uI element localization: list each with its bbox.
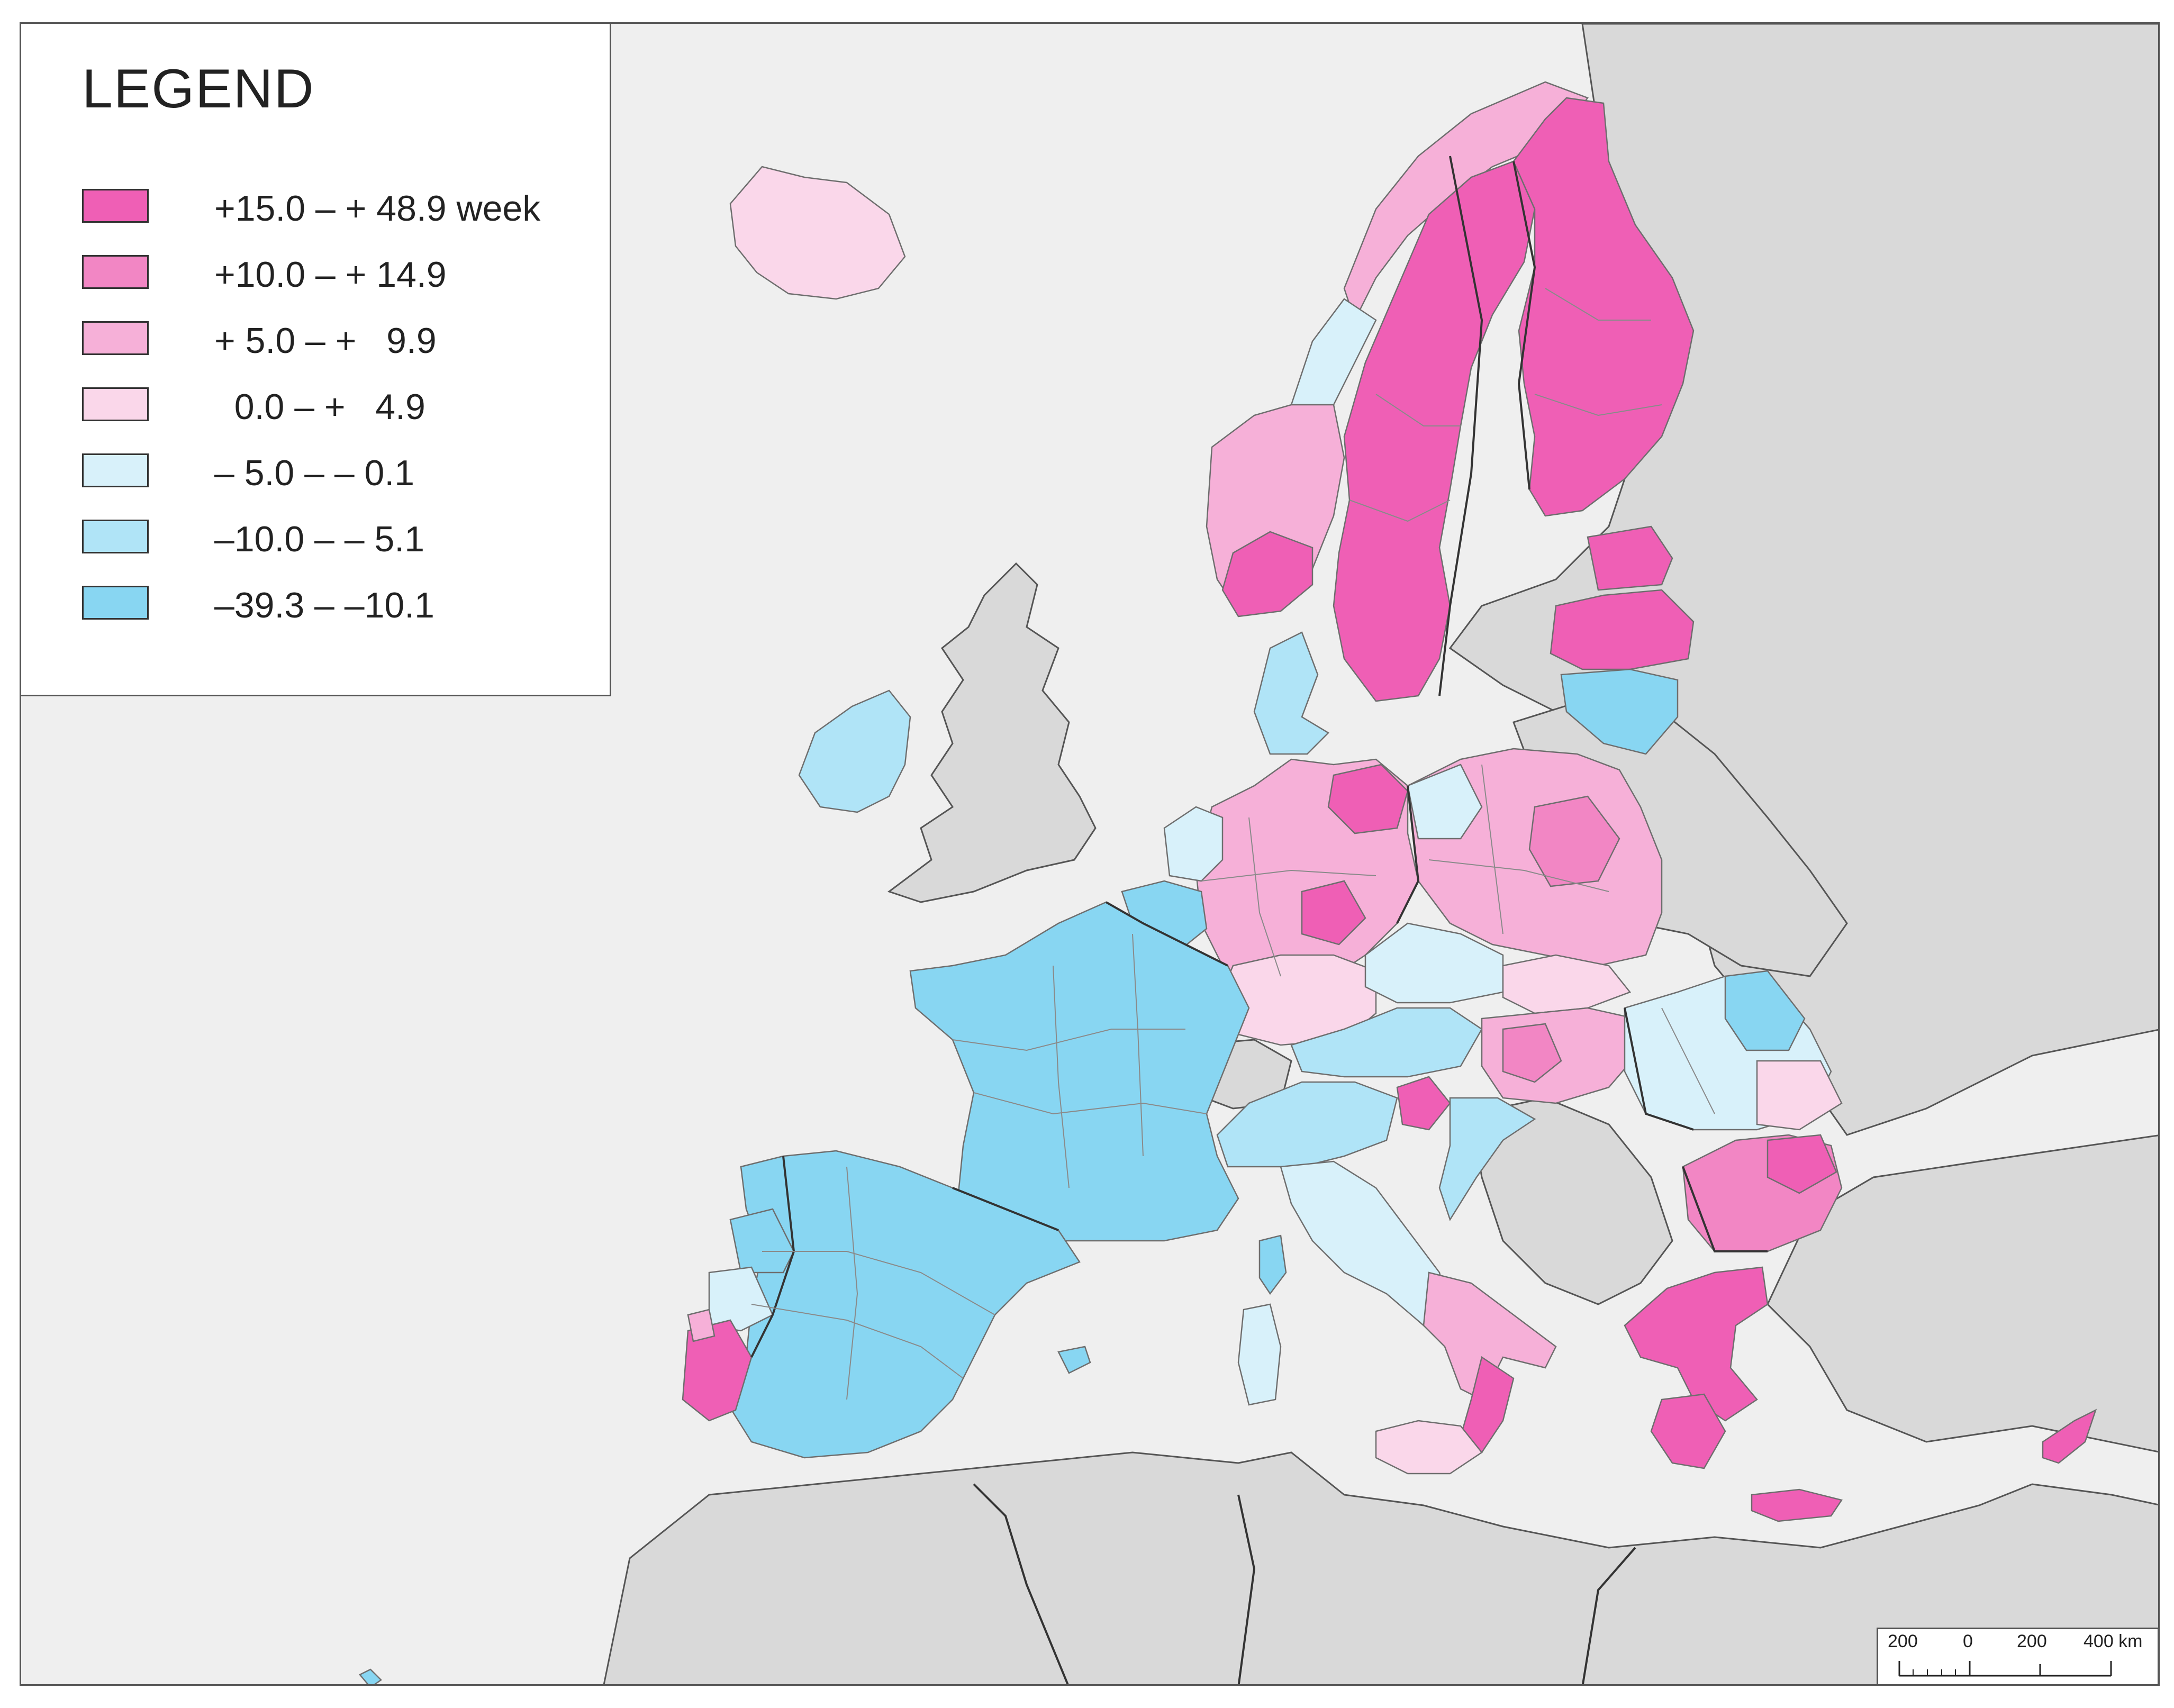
map-legend: LEGEND +15.0 – + 48.9 week +10.0 – + 14.…: [20, 22, 611, 696]
legend-label: –39.3 – –10.1: [214, 585, 434, 625]
legend-swatch: [82, 387, 149, 421]
region-norway-sw: [1221, 531, 1314, 617]
region-corsica: [1258, 1234, 1287, 1295]
region-hungary-centre: [1502, 1023, 1562, 1083]
region-denmark: [1253, 631, 1330, 755]
eu-regions: [359, 81, 2097, 1684]
region-iceland: [729, 166, 906, 300]
region-italy-centre: [1280, 1160, 1451, 1327]
region-portugal-north: [729, 1208, 795, 1274]
legend-swatch: [82, 255, 149, 289]
region-romania-ne: [1724, 970, 1806, 1051]
region-france: [909, 901, 1250, 1242]
legend-swatch: [82, 189, 149, 223]
region-estonia: [1587, 525, 1673, 591]
scale-bar: 200 0 200 400 km: [1877, 1628, 2159, 1686]
region-crete: [1751, 1488, 1843, 1522]
region-sweden: [1333, 160, 1536, 702]
legend-label: –10.0 – – 5.1: [214, 519, 425, 559]
region-ireland: [798, 689, 911, 813]
scale-tick-label: 400 km: [2084, 1631, 2143, 1651]
europe-map: [359, 24, 2158, 1684]
region-bulgaria-north: [1767, 1134, 1837, 1194]
region-italy-north: [1216, 1081, 1398, 1168]
region-balearic: [1057, 1346, 1091, 1374]
region-romania-se: [1756, 1060, 1843, 1131]
regional-boundaries: [751, 288, 1715, 1400]
region-canary: [359, 1668, 382, 1684]
legend-swatch: [82, 321, 149, 355]
scale-ruler: [1898, 1661, 2112, 1677]
region-poland-west: [1407, 764, 1483, 840]
region-germany-thuringia: [1301, 880, 1366, 946]
region-poland-centre: [1528, 795, 1620, 887]
map-frame: [20, 22, 2160, 1686]
region-netherlands: [1163, 806, 1224, 882]
region-portugal-south: [682, 1319, 753, 1422]
scale-tick-label: 200: [2017, 1631, 2047, 1651]
legend-label: 0.0 – + 4.9: [214, 387, 425, 427]
national-borders: [750, 156, 1768, 1684]
region-lithuania: [1560, 668, 1679, 755]
region-finland: [1512, 97, 1695, 517]
region-slovakia: [1502, 954, 1632, 1014]
legend-swatch: [82, 586, 149, 620]
legend-label: – 5.0 – – 0.1: [214, 453, 415, 493]
region-cyprus: [2042, 1409, 2097, 1464]
scale-tick-label: 200: [1888, 1631, 1918, 1651]
region-peloponnese: [1650, 1393, 1726, 1469]
region-italy-south: [1423, 1271, 1557, 1401]
legend-title: LEGEND: [82, 58, 315, 120]
region-latvia: [1550, 589, 1695, 670]
scale-tick-label: 0: [1963, 1631, 1973, 1651]
legend-label: +10.0 – + 14.9: [214, 255, 447, 295]
legend-swatch: [82, 453, 149, 487]
legend-swatch: [82, 520, 149, 553]
region-germany-east: [1327, 764, 1409, 834]
region-portugal-lisbon: [687, 1309, 715, 1342]
region-sardinia: [1237, 1303, 1282, 1406]
region-greece: [1624, 1266, 1769, 1422]
region-croatia: [1438, 1097, 1536, 1221]
region-austria: [1290, 1007, 1483, 1078]
legend-label: + 5.0 – + 9.9: [214, 321, 437, 361]
legend-label: +15.0 – + 48.9 week: [214, 188, 541, 229]
region-sicily: [1375, 1420, 1483, 1475]
region-slovenia: [1396, 1076, 1451, 1131]
